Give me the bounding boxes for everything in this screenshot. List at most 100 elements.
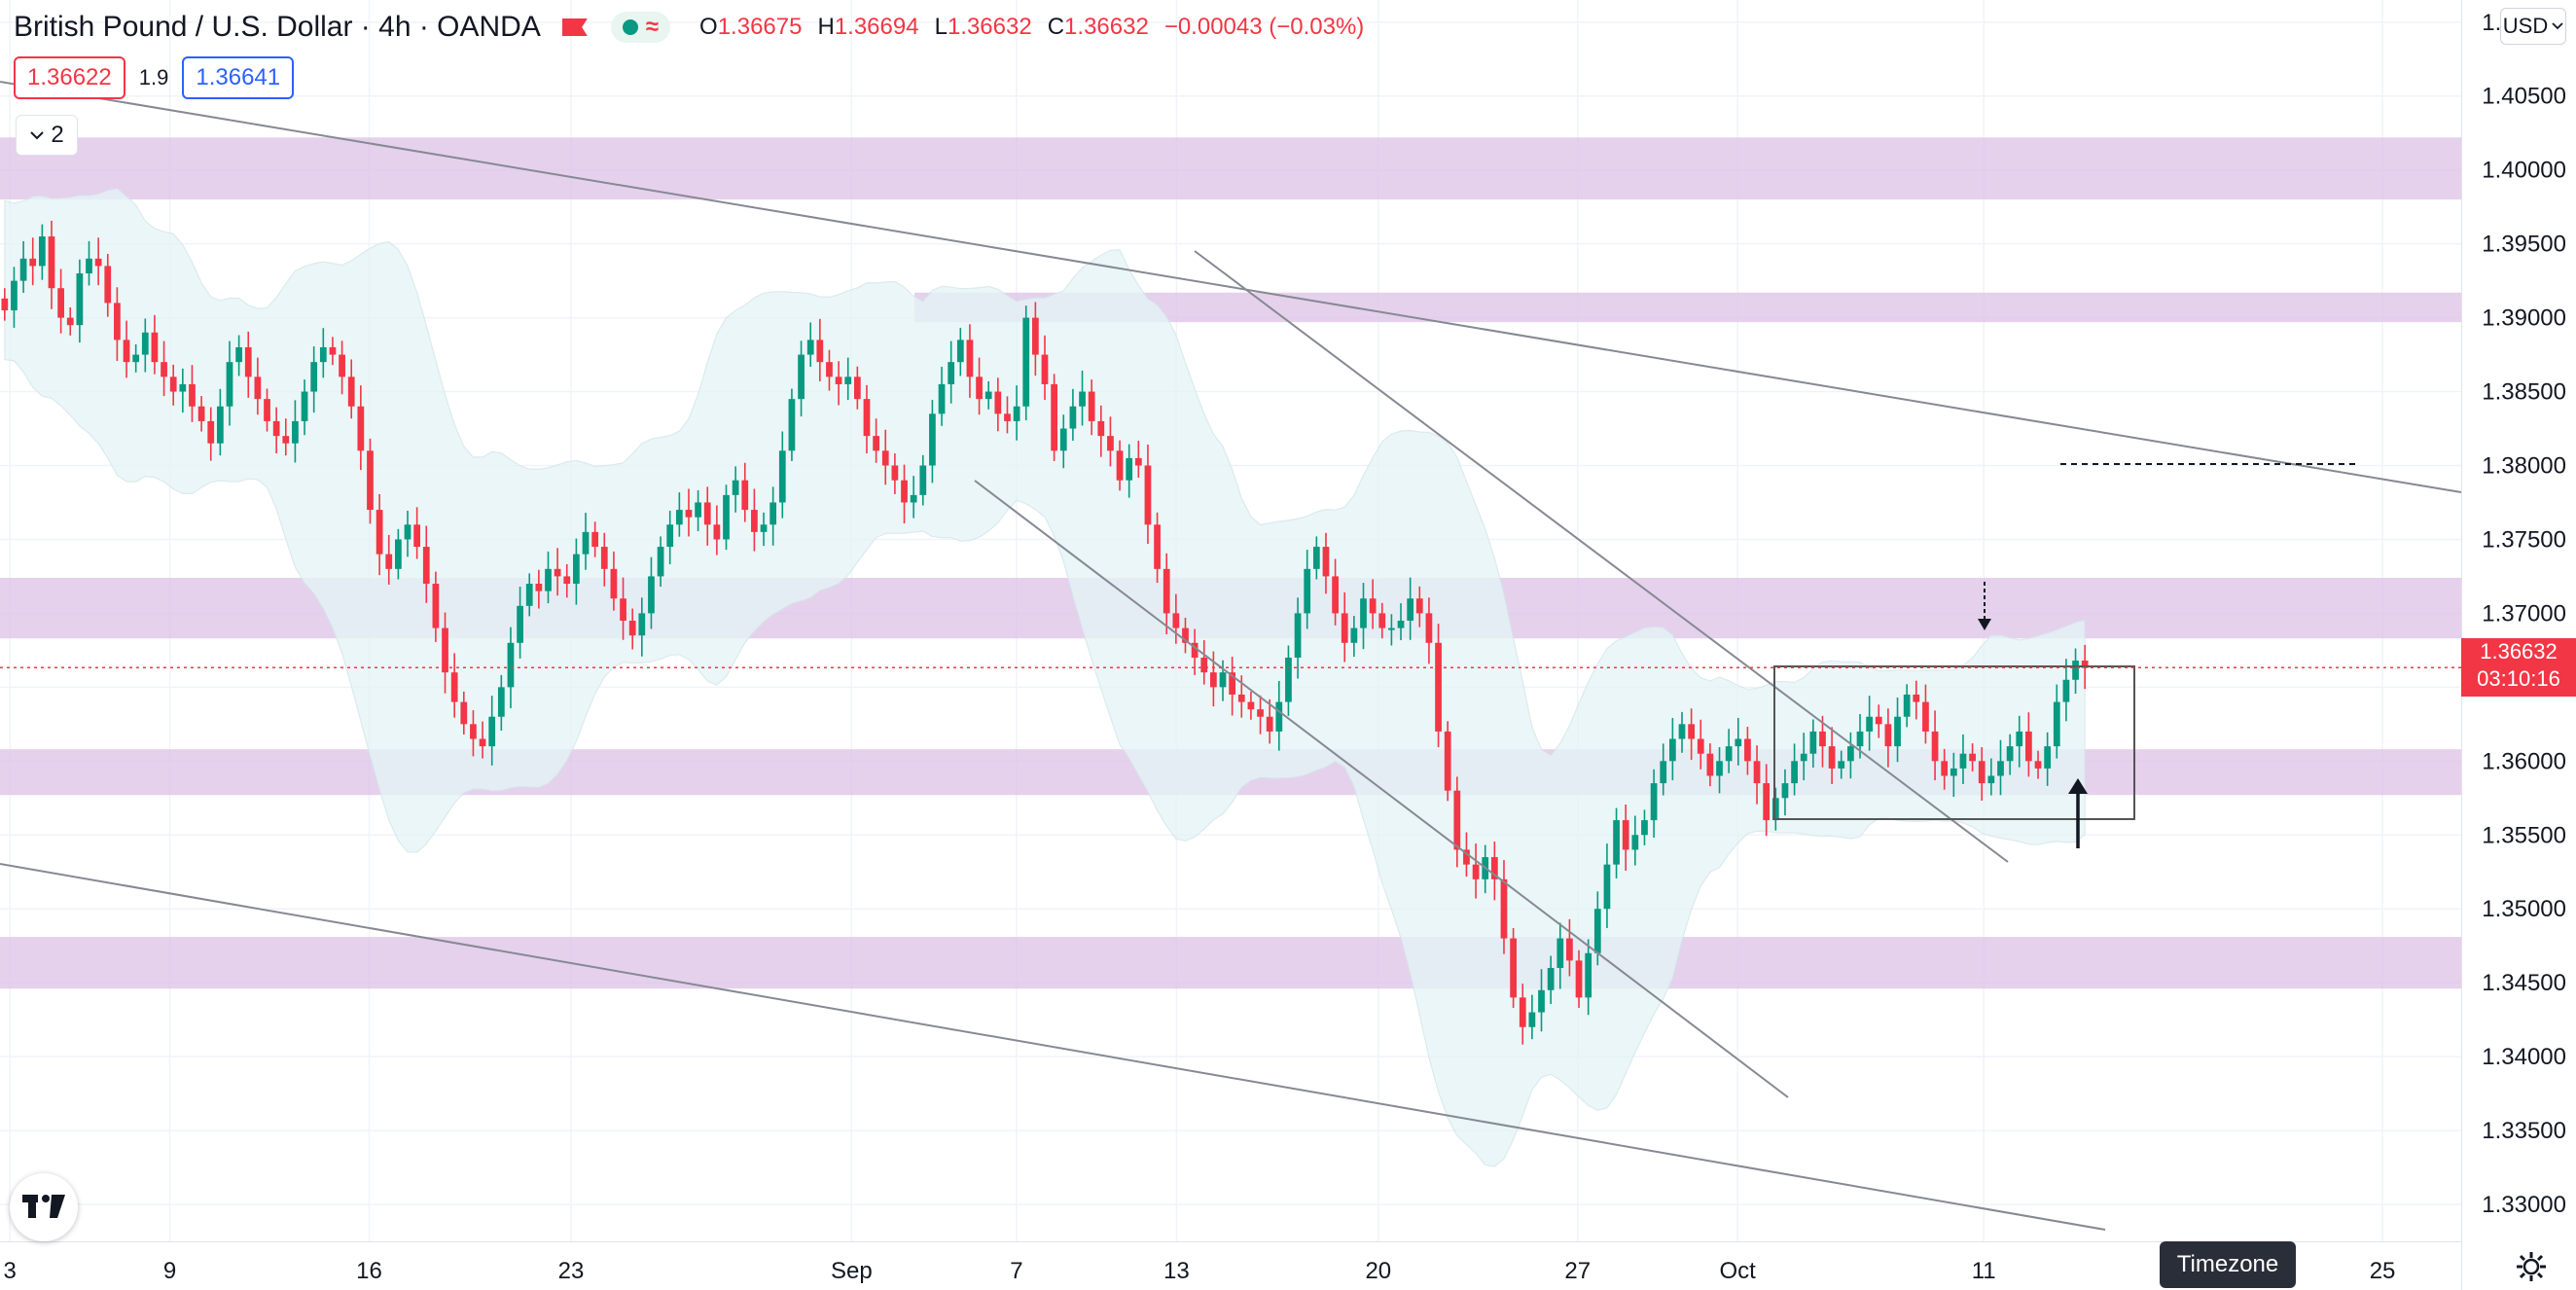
candle-body [1547,967,1555,990]
candle-body [628,621,636,636]
bar-countdown: 03:10:16 [2477,666,2560,691]
candle-body [1312,547,1320,569]
candle-body [292,420,299,444]
candle-body [600,547,608,569]
time-axis-separator [0,1241,2461,1242]
chevron-down-icon [30,131,45,140]
candle-body [1219,672,1227,688]
candle-body [638,613,646,636]
candle-body [235,346,242,363]
candle-body [1622,820,1629,850]
candle-body [1210,672,1217,688]
ohlc-close-value: 1.36632 [1064,14,1149,40]
candle-body [1828,746,1836,769]
candle-body [1641,820,1648,836]
candle-body [563,576,571,585]
y-tick-label: 1.40500 [2482,84,2566,110]
gear-icon[interactable] [2514,1249,2549,1284]
y-tick-label: 1.34500 [2482,970,2566,996]
candle-body [395,539,402,569]
down-arrowhead [1978,619,1991,630]
x-tick-label: 9 [163,1258,176,1284]
candle-body [57,288,64,318]
support-resistance-zone [0,937,2461,989]
candle-body [1126,457,1133,481]
candle-body [591,531,599,548]
candle-body [769,502,777,525]
candle-body [1556,938,1564,968]
candle-body [1051,383,1058,451]
candle-body [1809,731,1817,754]
lower-descending-trendline [974,480,1789,1098]
x-tick-label: 23 [558,1258,585,1284]
candle-body [66,317,74,326]
candle-body [422,547,430,585]
candle-body [1266,716,1273,732]
candle-body [2072,661,2079,680]
market-status-pill[interactable]: ≈ [610,12,671,43]
candle-body [741,480,749,511]
candle-body [2044,746,2052,769]
candle-body [123,340,130,363]
currency-select[interactable]: USD [2500,8,2566,45]
candle-body [517,605,523,643]
candle-body [1444,731,1451,791]
candle-body [329,346,337,355]
candle-body [104,266,112,304]
candle-body [1059,428,1067,451]
tradingview-logo-icon[interactable] [10,1173,78,1241]
candle-body [1631,835,1639,850]
candle-body [1425,613,1433,643]
candle-body [966,340,974,377]
candle-body [169,376,177,392]
candle-body [695,502,701,518]
candle-body [2034,761,2042,769]
candle-body [620,598,626,621]
candle-body [1,298,9,310]
candle-body [863,399,871,437]
candle-body [29,258,37,267]
candle-body [1781,783,1789,799]
timezone-button[interactable]: Timezone [2160,1241,2296,1288]
approx-icon: ≈ [645,14,660,40]
support-resistance-zone [914,292,2461,323]
candle-body [1650,783,1658,821]
candle-body [1838,761,1845,769]
ohlc-values: O1.36675 H1.36694 L1.36632 C1.36632 −0.0… [699,14,1364,41]
candle-body [1237,694,1245,702]
candle-body [554,568,561,577]
symbol-title[interactable]: British Pound / U.S. Dollar · 4h · OANDA [14,11,541,43]
candle-body [994,391,1002,414]
candle-body [1350,627,1358,643]
sell-price-button[interactable]: 1.36622 [14,56,125,99]
y-tick-label: 1.39000 [2482,305,2566,332]
x-tick-label: 20 [1365,1258,1391,1284]
candle-body [657,547,664,577]
candle-body [1678,724,1686,739]
candle-body [1134,457,1142,466]
candle-body [282,436,290,444]
currency-label: USD [2502,14,2549,38]
candle-body [1716,761,1723,776]
candle-body [788,399,796,451]
candle-body [1453,790,1461,850]
chevron-down-icon [2552,22,2563,30]
candle-body [244,346,252,377]
candle-body [1004,413,1011,421]
candle-body [141,332,149,355]
candle-body [1866,716,1874,732]
candle-body [19,258,27,281]
candle-body [2062,679,2070,702]
candle-body [1922,701,1929,732]
x-tick-label: 3 [3,1258,16,1284]
candle-body [1959,753,1967,769]
symbol-header[interactable]: British Pound / U.S. Dollar · 4h · OANDA… [14,6,1364,49]
collapse-indicators-button[interactable]: 2 [16,115,78,156]
candle-body [94,258,102,267]
candle-body [956,340,964,363]
flag-icon[interactable] [561,18,588,36]
x-tick-label: 13 [1163,1258,1190,1284]
buy-price-button[interactable]: 1.36641 [182,56,295,99]
market-open-dot-icon [622,19,638,35]
